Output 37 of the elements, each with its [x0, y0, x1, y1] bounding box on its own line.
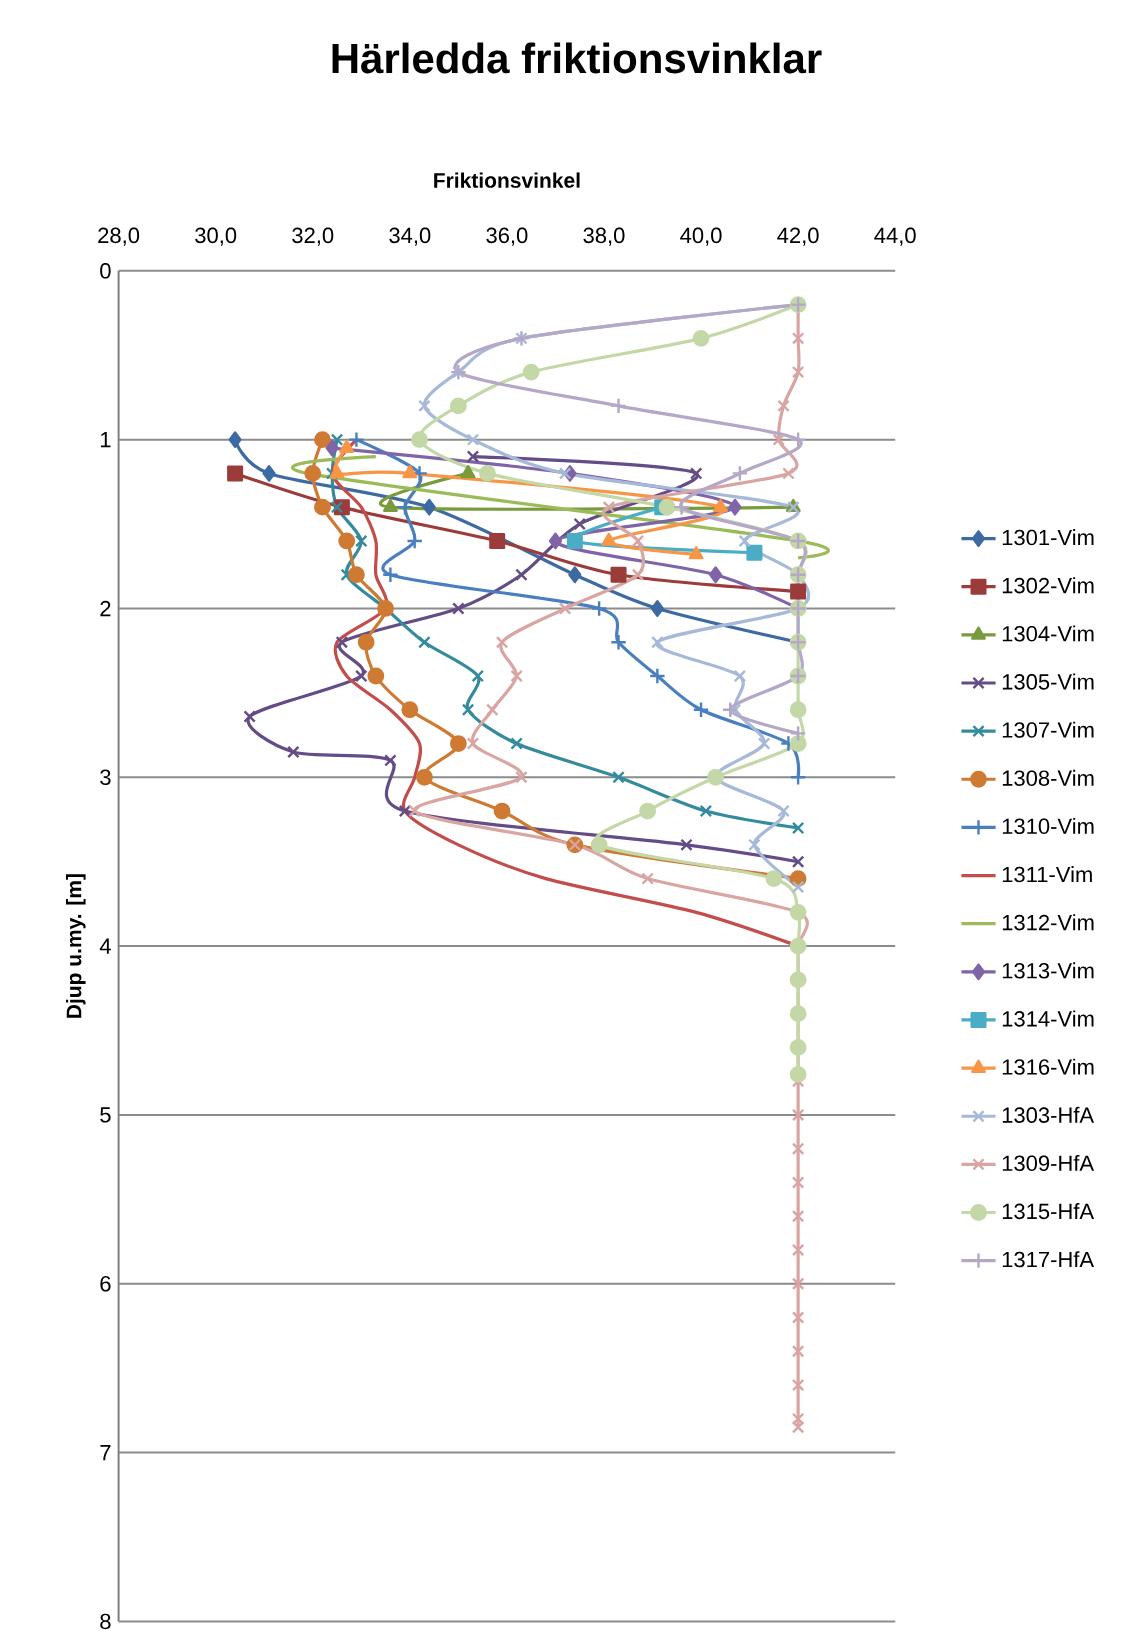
legend-label: 1308-Vim	[1002, 769, 1094, 786]
x-tick-label: 40,0	[680, 227, 722, 246]
x-tick-label: 34,0	[389, 227, 431, 246]
y-tick-label: 7	[100, 1445, 111, 1461]
y-tick-label: 6	[100, 1276, 111, 1292]
legend-label: 1315-HfA	[1002, 1203, 1095, 1220]
legend-label: 1310-Vim	[1002, 817, 1094, 835]
y-tick-label: 2	[100, 600, 111, 617]
x-tick-label: 38,0	[583, 227, 625, 246]
legend-label: 1314-Vim	[1002, 1010, 1094, 1027]
legend-label: 1317-HfA	[1002, 1251, 1095, 1268]
legend-label: 1309-HfA	[1002, 1154, 1095, 1172]
legend-label: 1312-Vim	[1002, 914, 1094, 931]
legend-label: 1316-Vim	[1002, 1058, 1094, 1075]
x-tick-label: 32,0	[292, 227, 334, 246]
y-tick-label: 3	[100, 769, 111, 786]
legend-label: 1302-Vim	[1002, 577, 1094, 594]
legend-label: 1307-Vim	[1002, 721, 1094, 738]
x-tick-label: 30,0	[195, 227, 237, 246]
y-tick-label: 4	[99, 938, 111, 954]
y-tick-label: 5	[100, 1107, 111, 1123]
legend-label: 1301-Vim	[1002, 529, 1094, 546]
x-tick-label: 36,0	[486, 227, 528, 246]
y-tick-label: 1	[100, 432, 111, 448]
legend-label: 1305-Vim	[1002, 673, 1094, 690]
x-tick-label: 44,0	[874, 227, 916, 246]
x-axis-title: Friktionsvinkel	[434, 172, 580, 188]
legend-label: 1311-Vim	[1002, 866, 1092, 883]
y-tick-label: 8	[100, 1613, 111, 1630]
legend-label: 1304-Vim	[1002, 625, 1094, 642]
x-tick-label: 28,0	[98, 227, 140, 246]
legend-label: 1303-HfA	[1002, 1106, 1095, 1123]
legend-label: 1313-Vim	[1002, 962, 1094, 979]
chart-title: Härledda friktionsvinklar	[332, 42, 822, 74]
y-tick-label: 0	[100, 263, 111, 279]
x-tick-label: 42,0	[777, 227, 819, 246]
y-axis-title: Djup u.my. [m]	[66, 874, 86, 1018]
